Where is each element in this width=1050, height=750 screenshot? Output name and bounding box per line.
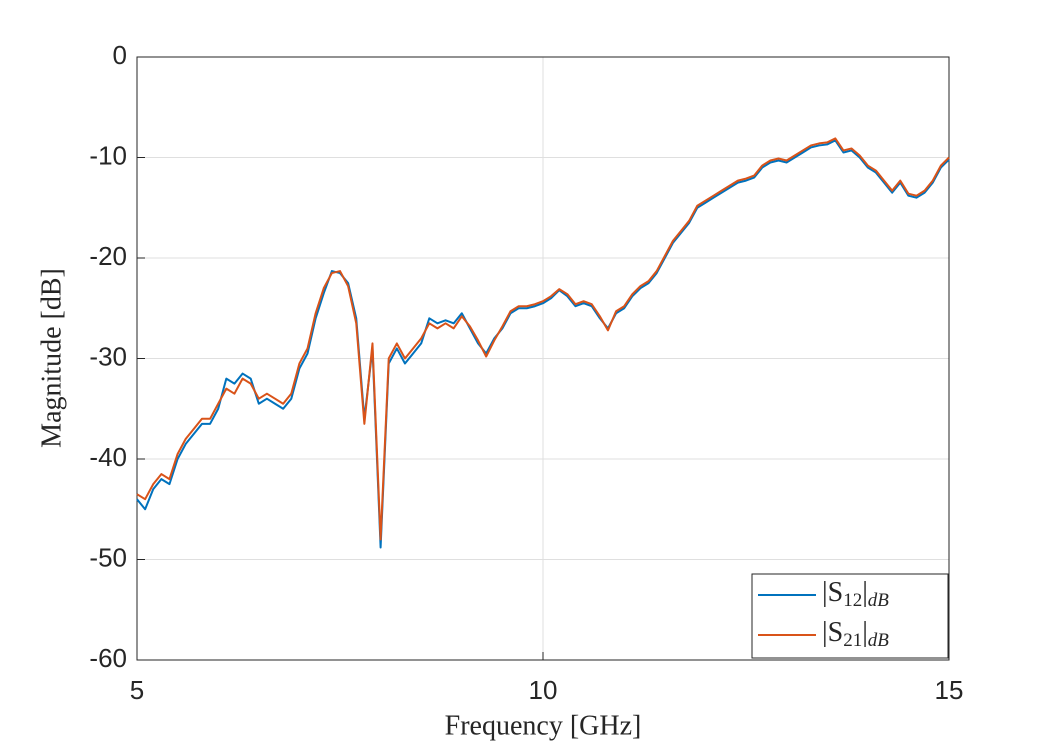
y-tick-label: -10 [89, 140, 127, 170]
legend-label: |S12|dB [822, 577, 889, 611]
x-tick-label: 15 [935, 675, 964, 705]
series-line [136, 137, 950, 541]
y-tick-label: -60 [89, 643, 127, 673]
legend-label: |S21|dB [822, 617, 889, 651]
series-line [136, 139, 950, 549]
y-tick-label: 0 [113, 40, 127, 70]
axes-box [136, 56, 950, 661]
y-tick-label: -40 [89, 442, 127, 472]
x-tick-label: 10 [529, 675, 558, 705]
y-tick-label: -30 [89, 341, 127, 371]
legend-box [751, 573, 949, 659]
x-tick-label: 5 [130, 675, 144, 705]
y-axis-label: Magnitude [dB] [36, 268, 67, 448]
y-tick-label: -50 [89, 542, 127, 572]
y-tick-label: -20 [89, 241, 127, 271]
x-axis-label: Frequency [GHz] [445, 710, 642, 741]
